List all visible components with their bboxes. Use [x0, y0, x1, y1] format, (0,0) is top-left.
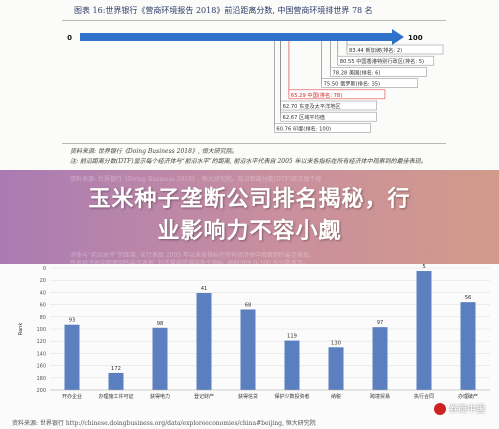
dtf-axis-arrowhead [392, 29, 404, 45]
bottom-document-region: Rank 0 20 40 60 80 100 120 140 160 180 200 93 开办企业 172… [0, 264, 499, 429]
bar-value-label: 97 [377, 320, 384, 326]
y-tick-label: 200 [36, 388, 46, 394]
dtf-label: 62.70 东亚及太平洋地区 [283, 102, 341, 110]
bar-value-label: 98 [157, 321, 164, 327]
source-line-2: 注: 前沿距离分数(DTF)显示每个经济体与“前沿水平”的距离, 前沿水平代表自… [70, 158, 427, 165]
watermark-logo-icon [433, 403, 446, 415]
y-tick-label: 40 [40, 290, 46, 296]
x-tick-label: 办理破产 [458, 393, 478, 400]
dtf-label-box [280, 111, 377, 122]
dtf-label: 60.76 印度(排名: 100) [276, 124, 331, 132]
bar-value-label: 68 [245, 302, 252, 308]
bar-value-label: 5 [422, 264, 425, 270]
ghost-text-3: 所有经济体中观察到的最佳表现, 包括营商环境中各个指标, 按经济体 0-100 … [70, 258, 309, 267]
bar-value-label: 56 [465, 295, 472, 301]
x-tick-label: 办理施工许可证 [98, 393, 133, 400]
dtf-axis-end: 100 [408, 34, 423, 42]
headline-banner[interactable]: 资料来源: 世界银行《Doing Business 2018》, 恒大研究院。前… [0, 170, 499, 267]
bar [372, 327, 388, 390]
dtf-label: 83.44 新加坡(排名: 2) [349, 46, 402, 54]
dtf-label: 75.50 俄罗斯(排名: 35) [324, 80, 380, 88]
headline-line-1[interactable]: 玉米种子垄断公司排名揭秘，行 [88, 187, 411, 212]
bar [64, 324, 80, 390]
x-tick-label: 登记财产 [194, 393, 214, 400]
y-tick-label: 120 [36, 339, 46, 345]
dtf-label: 65.29 中国(排名: 78) [291, 91, 342, 99]
bar-value-label: 93 [69, 318, 76, 324]
source-rule [62, 143, 446, 144]
y-tick-label: 0 [43, 266, 46, 272]
y-tick-label: 100 [36, 327, 46, 333]
y-tick-label: 140 [36, 351, 46, 357]
y-tick-label: 180 [36, 376, 46, 382]
rank-bar-chart: Rank 0 20 40 60 80 100 120 140 160 180 200 93 开办企业 172… [18, 264, 490, 400]
x-tick-label: 获得电力 [150, 393, 170, 400]
dtf-label: 80.55 中国香港特别行政区(排名: 5) [340, 57, 424, 65]
y-axis-label: Rank [18, 323, 24, 336]
y-tick-label: 160 [36, 364, 46, 370]
bar [108, 372, 124, 390]
bar [240, 309, 256, 390]
dtf-label-box [274, 123, 371, 133]
watermark: 券商中国 [433, 402, 485, 415]
bar-value-label: 119 [287, 334, 297, 340]
dtf-figure: 0 100 83.44 新加坡(排名: 2) 80.55 中国香港特别行政区(排名: … [67, 29, 444, 133]
bar-value-label: 41 [201, 286, 208, 292]
y-tick-label: 80 [40, 315, 46, 321]
bar-value-label: 172 [111, 366, 121, 372]
dtf-label-box [337, 55, 435, 66]
title-rule [62, 20, 446, 21]
top-document-region: 图表 16:世界银行《营商环境报告 2018》前沿距离分数, 中国营商环境排世界… [0, 0, 499, 170]
x-tick-label: 执行合同 [414, 393, 434, 400]
bar [416, 271, 432, 390]
dtf-label-box [330, 67, 427, 77]
figure-title: 图表 16:世界银行《营商环境报告 2018》前沿距离分数, 中国营商环境排世界… [74, 6, 373, 15]
dtf-label: 62.67 区域平均值 [283, 113, 325, 121]
bar [328, 347, 344, 390]
y-tick-label: 60 [40, 303, 46, 309]
source-line-1: 资料来源: 世界银行《Doing Business 2018》, 恒大研究院。 [70, 148, 238, 155]
chart-source-url: 资料来源: 世界银行 http://chinese.doingbusiness.… [12, 420, 316, 427]
ghost-text-1: 资料来源: 世界银行《Doing Business 2018》, 恒大研究院。前… [70, 176, 322, 183]
x-tick-label: 获得信贷 [238, 393, 258, 400]
bar [152, 327, 168, 390]
x-tick-label: 保护少数投资者 [274, 393, 309, 400]
bar-value-label: 130 [331, 340, 341, 346]
dtf-label: 78.28 美国(排名: 6) [332, 68, 380, 76]
dtf-label-box [288, 89, 386, 100]
x-tick-label: 纳税 [331, 393, 341, 400]
watermark-text: 券商中国 [448, 404, 485, 415]
bar [460, 302, 476, 390]
y-tick-label: 20 [40, 278, 46, 284]
dtf-label-box [346, 44, 444, 55]
dtf-axis-bar [80, 33, 392, 41]
x-tick-label: 开办企业 [62, 393, 82, 400]
ghost-text-2: 济体与“前沿水平”的距离, 实行表现 2005 年以来各指标在所有经济体中观察到… [70, 252, 316, 259]
bar [284, 340, 300, 390]
dtf-axis-start: 0 [67, 34, 72, 42]
dtf-label-box [321, 78, 418, 88]
bar [196, 293, 212, 390]
headline-line-2[interactable]: 业影响力不容小觑 [157, 219, 342, 244]
x-tick-label: 跨境贸易 [370, 393, 390, 400]
